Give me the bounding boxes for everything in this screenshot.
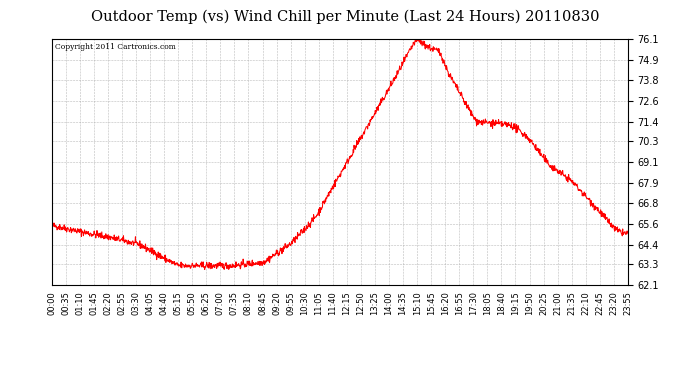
Text: Outdoor Temp (vs) Wind Chill per Minute (Last 24 Hours) 20110830: Outdoor Temp (vs) Wind Chill per Minute … [91,9,599,24]
Text: Copyright 2011 Cartronics.com: Copyright 2011 Cartronics.com [55,43,175,51]
